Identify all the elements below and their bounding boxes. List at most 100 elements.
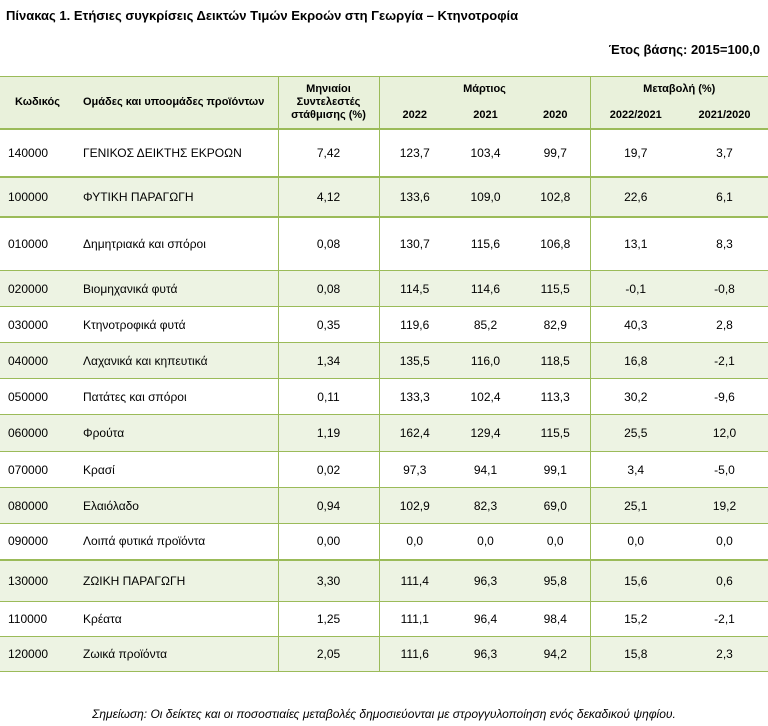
row-value-2021: 85,2: [450, 306, 521, 343]
row-value-2021: 82,3: [450, 487, 521, 524]
row-change-2021-2020: 6,1: [681, 176, 768, 218]
row-value-2022: 114,5: [378, 270, 450, 307]
table-row: 110000 Κρέατα 1,25 111,1 96,4 98,4 15,2 -2,1: [0, 601, 768, 637]
price-index-table: Κωδικός Ομάδες και υποομάδες προϊόντων Μ…: [0, 76, 768, 672]
row-code: 140000: [0, 128, 75, 178]
header-change-2021-2020: 2021/2020: [681, 102, 768, 129]
row-value-2020: 94,2: [521, 636, 590, 672]
row-value-2020: 115,5: [521, 270, 590, 307]
row-change-2021-2020: 8,3: [681, 216, 768, 271]
row-label: ΖΩΙΚΗ ΠΑΡΑΓΩΓΗ: [75, 559, 278, 602]
row-value-2022: 133,6: [378, 176, 450, 218]
row-weight: 0,00: [277, 523, 379, 561]
row-weight: 0,11: [277, 378, 379, 415]
row-change-2022-2021: 25,5: [589, 414, 681, 452]
row-value-2021: 96,3: [450, 636, 521, 672]
row-weight: 1,34: [277, 342, 379, 379]
row-value-2020: 102,8: [521, 176, 590, 218]
row-value-2022: 123,7: [378, 128, 450, 178]
row-code: 120000: [0, 636, 75, 672]
row-value-2021: 109,0: [450, 176, 521, 218]
row-change-2021-2020: 2,8: [681, 306, 768, 343]
row-change-2022-2021: 15,8: [589, 636, 681, 672]
row-value-2022: 111,6: [378, 636, 450, 672]
row-change-2021-2020: 0,0: [681, 523, 768, 561]
row-value-2021: 114,6: [450, 270, 521, 307]
row-change-2022-2021: 22,6: [589, 176, 681, 218]
row-value-2021: 96,3: [450, 559, 521, 602]
header-groups: Ομάδες και υποομάδες προϊόντων: [75, 76, 278, 129]
row-value-2020: 113,3: [521, 378, 590, 415]
row-value-2021: 116,0: [450, 342, 521, 379]
table-row: 130000 ΖΩΙΚΗ ΠΑΡΑΓΩΓΗ 3,30 111,4 96,3 95,8 15,…: [0, 559, 768, 602]
row-code: 080000: [0, 487, 75, 524]
table-row: 140000 ΓΕΝΙΚΟΣ ΔΕΙΚΤΗΣ ΕΚΡΟΩΝ 7,42 123,7 103…: [0, 128, 768, 178]
row-value-2022: 111,4: [378, 559, 450, 602]
row-label: ΦΥΤΙΚΗ ΠΑΡΑΓΩΓΗ: [75, 176, 278, 218]
row-code: 070000: [0, 451, 75, 488]
row-value-2021: 0,0: [450, 523, 521, 561]
row-weight: 0,08: [277, 216, 379, 271]
row-change-2022-2021: 3,4: [589, 451, 681, 488]
header-2020: 2020: [521, 102, 590, 129]
header-change: Μεταβολή (%): [589, 76, 768, 103]
row-weight: 0,08: [277, 270, 379, 307]
row-label: Ελαιόλαδο: [75, 487, 278, 524]
row-code: 020000: [0, 270, 75, 307]
row-weight: 1,25: [277, 601, 379, 637]
table-row: 060000 Φρούτα 1,19 162,4 129,4 115,5 25,5 12,0: [0, 414, 768, 452]
row-label: Βιομηχανικά φυτά: [75, 270, 278, 307]
row-weight: 0,02: [277, 451, 379, 488]
row-label: Δημητριακά και σπόροι: [75, 216, 278, 271]
table-row: 080000 Ελαιόλαδο 0,94 102,9 82,3 69,0 25,1 19,2: [0, 487, 768, 524]
row-change-2021-2020: -2,1: [681, 342, 768, 379]
row-weight: 2,05: [277, 636, 379, 672]
row-code: 130000: [0, 559, 75, 602]
row-change-2021-2020: 2,3: [681, 636, 768, 672]
row-value-2022: 111,1: [378, 601, 450, 637]
row-weight: 0,35: [277, 306, 379, 343]
row-change-2022-2021: 15,6: [589, 559, 681, 602]
row-value-2022: 0,0: [378, 523, 450, 561]
row-change-2022-2021: 30,2: [589, 378, 681, 415]
row-weight: 7,42: [277, 128, 379, 178]
table-row: 010000 Δημητριακά και σπόροι 0,08 130,7 115,…: [0, 216, 768, 271]
table-body: 140000 ΓΕΝΙΚΟΣ ΔΕΙΚΤΗΣ ΕΚΡΟΩΝ 7,42 123,7 103…: [0, 128, 768, 672]
footnote: Σημείωση: Οι δείκτες και οι ποσοστιαίες …: [92, 707, 676, 721]
row-label: Κρασί: [75, 451, 278, 488]
row-value-2020: 115,5: [521, 414, 590, 452]
row-label: Πατάτες και σπόροι: [75, 378, 278, 415]
row-value-2020: 82,9: [521, 306, 590, 343]
header-change-2022-2021: 2022/2021: [589, 102, 681, 129]
row-value-2020: 99,7: [521, 128, 590, 178]
base-year: Έτος βάσης: 2015=100,0: [608, 42, 760, 57]
table-row: 100000 ΦΥΤΙΚΗ ΠΑΡΑΓΩΓΗ 4,12 133,6 109,0 102,8…: [0, 176, 768, 218]
row-change-2021-2020: -9,6: [681, 378, 768, 415]
row-weight: 4,12: [277, 176, 379, 218]
row-value-2020: 0,0: [521, 523, 590, 561]
row-code: 060000: [0, 414, 75, 452]
row-value-2022: 130,7: [378, 216, 450, 271]
row-change-2022-2021: 19,7: [589, 128, 681, 178]
header-weights: Μηνιαίοι Συντελεστές στάθμισης (%): [277, 76, 379, 129]
row-change-2021-2020: 19,2: [681, 487, 768, 524]
row-value-2020: 69,0: [521, 487, 590, 524]
row-code: 030000: [0, 306, 75, 343]
row-change-2022-2021: 25,1: [589, 487, 681, 524]
row-weight: 1,19: [277, 414, 379, 452]
header-2021: 2021: [450, 102, 521, 129]
table-row: 050000 Πατάτες και σπόροι 0,11 133,3 102,4 11…: [0, 378, 768, 415]
row-code: 040000: [0, 342, 75, 379]
row-label: ΓΕΝΙΚΟΣ ΔΕΙΚΤΗΣ ΕΚΡΟΩΝ: [75, 128, 278, 178]
row-value-2022: 135,5: [378, 342, 450, 379]
row-change-2022-2021: 13,1: [589, 216, 681, 271]
row-value-2021: 103,4: [450, 128, 521, 178]
table-row: 090000 Λοιπά φυτικά προϊόντα 0,00 0,0 0,0 0,0…: [0, 523, 768, 561]
row-label: Κρέατα: [75, 601, 278, 637]
row-value-2021: 115,6: [450, 216, 521, 271]
row-change-2022-2021: 16,8: [589, 342, 681, 379]
row-value-2020: 95,8: [521, 559, 590, 602]
row-change-2021-2020: -5,0: [681, 451, 768, 488]
header-code: Κωδικός: [0, 76, 75, 129]
row-label: Κτηνοτροφικά φυτά: [75, 306, 278, 343]
